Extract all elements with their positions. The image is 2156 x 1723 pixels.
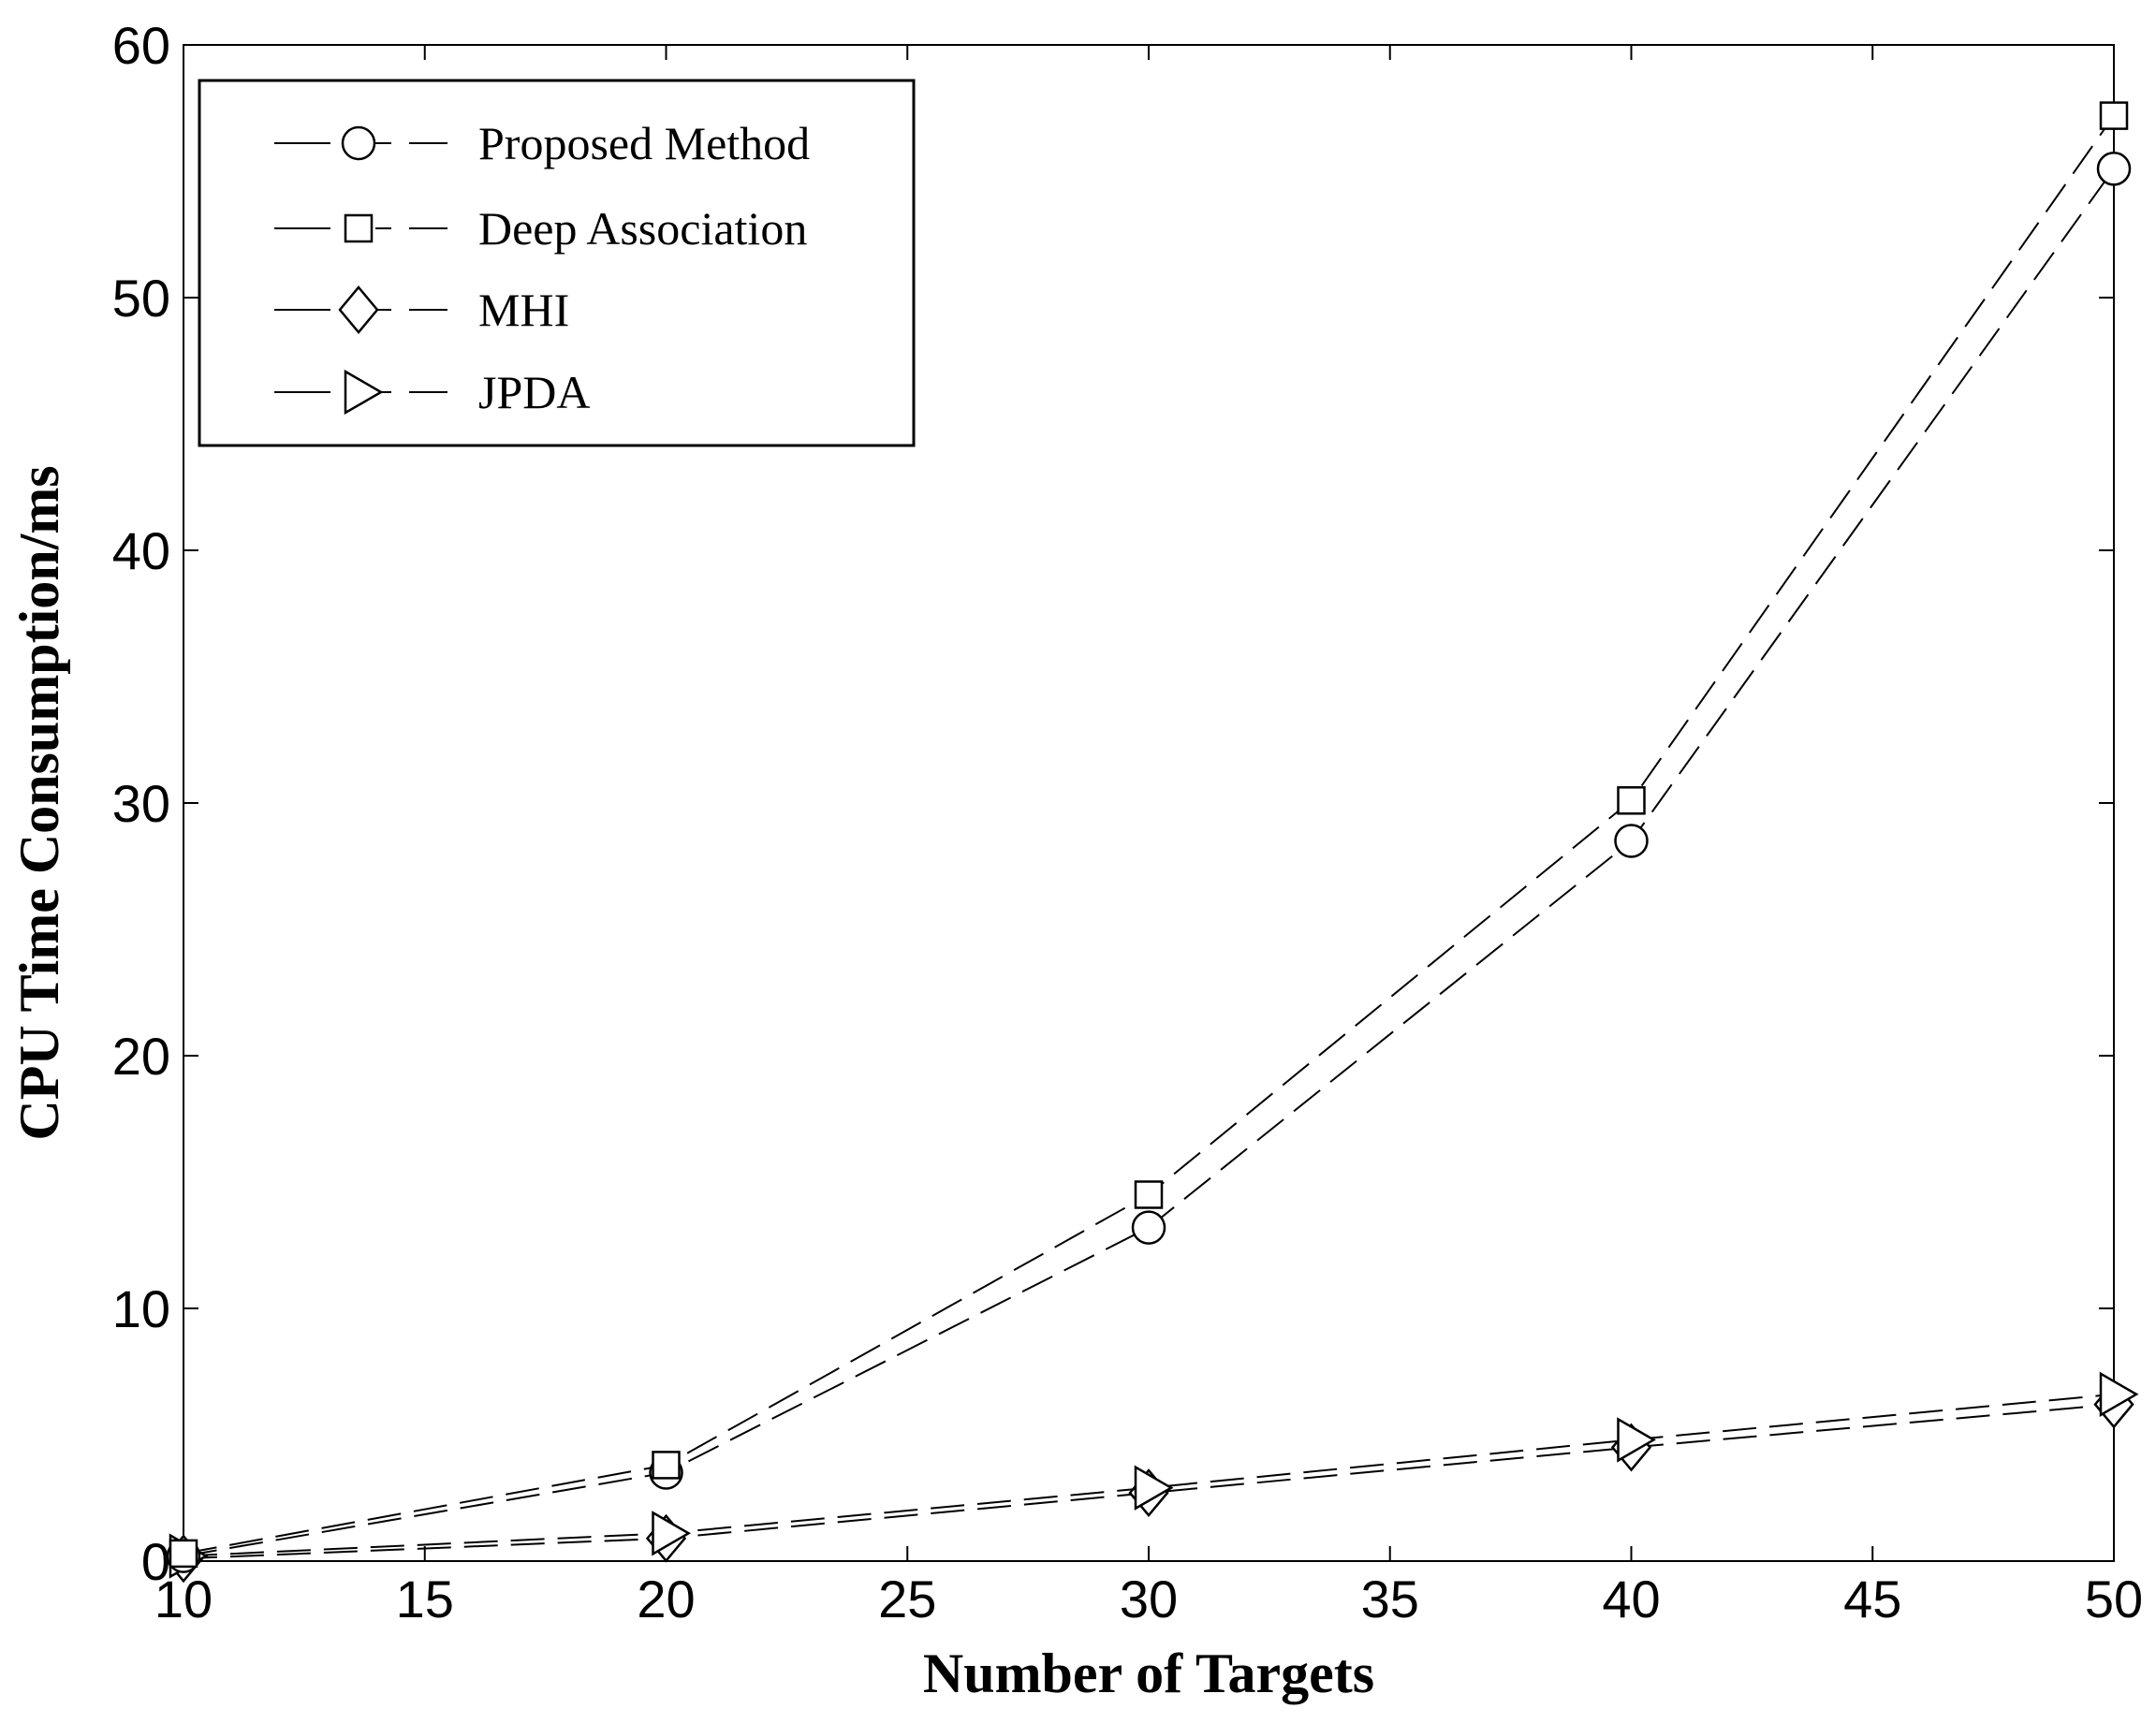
legend-box xyxy=(198,79,916,447)
data-point xyxy=(652,1511,691,1556)
legend-item: Deep Association xyxy=(274,202,807,255)
y-tick-label: 60 xyxy=(112,16,170,75)
legend-item: Proposed Method xyxy=(274,117,810,169)
data-point xyxy=(1134,1465,1174,1511)
x-tick-label: 45 xyxy=(1843,1570,1901,1628)
legend-item: MHI xyxy=(274,284,569,336)
x-tick-label: 30 xyxy=(1120,1570,1178,1628)
data-point xyxy=(1134,1180,1164,1209)
legend-marker xyxy=(344,213,374,243)
legend: Proposed Method Deep Association MHI JPDA xyxy=(198,79,916,447)
x-tick-label: 20 xyxy=(637,1570,695,1628)
legend-label: JPDA xyxy=(478,366,590,418)
x-tick-label: 15 xyxy=(396,1570,454,1628)
y-tick-label: 0 xyxy=(141,1532,170,1591)
x-tick-label: 35 xyxy=(1361,1570,1419,1628)
data-point xyxy=(2099,1371,2139,1417)
series-deep-association xyxy=(169,101,2129,1569)
data-point xyxy=(2099,101,2129,130)
series-layer xyxy=(163,101,2139,1584)
legend-label: Deep Association xyxy=(478,202,807,255)
legend-item: JPDA xyxy=(274,366,590,418)
legend-label: Proposed Method xyxy=(478,117,810,169)
data-point xyxy=(2096,152,2132,186)
data-point xyxy=(1617,786,1646,815)
legend-marker xyxy=(338,285,379,334)
data-point xyxy=(169,1539,198,1569)
legend-marker xyxy=(341,125,376,161)
data-point xyxy=(1614,824,1649,858)
data-point xyxy=(652,1451,681,1480)
data-point xyxy=(1617,1417,1656,1463)
x-tick-label: 40 xyxy=(1602,1570,1660,1628)
y-tick-label: 50 xyxy=(112,269,170,328)
y-tick-label: 40 xyxy=(112,521,170,580)
y-axis-title: CPU Time Consumption/ms xyxy=(8,465,70,1140)
y-tick-label: 30 xyxy=(112,774,170,833)
y-tick-label: 10 xyxy=(112,1279,170,1338)
legend-label: MHI xyxy=(478,284,569,336)
legend-marker xyxy=(344,369,384,416)
y-tick-label: 20 xyxy=(112,1027,170,1086)
data-point xyxy=(1131,1210,1166,1245)
x-axis-title: Number of Targets xyxy=(923,1643,1374,1704)
x-tick-label: 25 xyxy=(878,1570,936,1628)
x-tick-label: 50 xyxy=(2085,1570,2143,1628)
